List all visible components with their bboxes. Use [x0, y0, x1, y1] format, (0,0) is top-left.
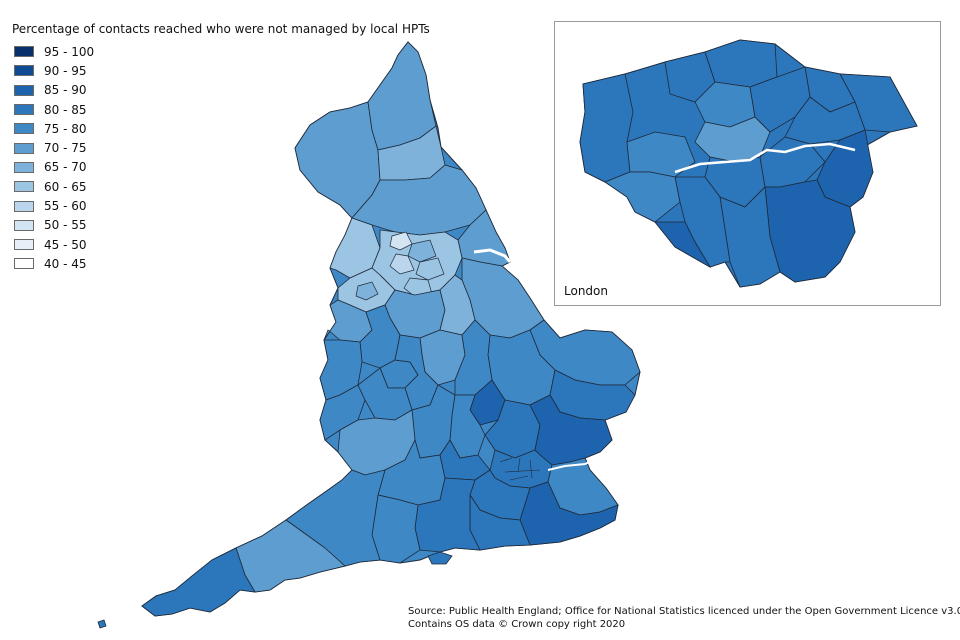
borough-hillingdon	[579, 73, 634, 183]
borough-croydon	[719, 186, 781, 288]
legend-label: 45 - 50	[44, 237, 87, 252]
legend-item: 55 - 60	[14, 196, 94, 215]
legend-swatch	[14, 239, 34, 251]
legend-label: 55 - 60	[44, 199, 87, 214]
legend-label: 85 - 90	[44, 83, 87, 98]
legend-swatch	[14, 46, 34, 58]
legend-swatch	[14, 142, 34, 154]
region-dorset	[371, 494, 421, 564]
legend: 95 - 100 90 - 95 85 - 90 80 - 85 75 - 80 70 -…	[14, 42, 94, 274]
region-leeds	[407, 239, 437, 263]
borough-kingston	[674, 176, 731, 268]
legend-label: 50 - 55	[44, 218, 87, 233]
legend-swatch	[14, 104, 34, 116]
legend-swatch	[14, 123, 34, 135]
borough-sutton	[654, 221, 712, 269]
legend-label: 65 - 70	[44, 160, 87, 175]
legend-item: 60 - 65	[14, 177, 94, 196]
legend-label: 95 - 100	[44, 44, 95, 59]
legend-item: 45 - 50	[14, 235, 94, 254]
thames-estuary	[547, 457, 599, 471]
region-london-boroughs-grid	[499, 457, 541, 481]
humber-estuary	[473, 248, 512, 263]
source-note: Source: Public Health England; Office fo…	[408, 605, 960, 631]
legend-swatch	[14, 161, 34, 173]
region-isles-of-scilly	[97, 619, 107, 629]
borough-enfield	[704, 39, 778, 88]
legend-item: 70 - 75	[14, 138, 94, 157]
region-isle-of-wight	[427, 551, 453, 565]
legend-item: 80 - 85	[14, 100, 94, 119]
legend-label: 60 - 65	[44, 179, 87, 194]
legend-item: 95 - 100	[14, 42, 94, 61]
legend-swatch	[14, 258, 34, 270]
region-bradford	[389, 231, 413, 251]
legend-item: 40 - 45	[14, 254, 94, 273]
region-wakefield	[415, 257, 445, 281]
legend-title: Percentage of contacts reached who were …	[12, 22, 430, 36]
legend-item: 75 - 80	[14, 119, 94, 138]
region-kirklees	[389, 253, 415, 275]
region-lancashire	[329, 217, 381, 279]
london-inset-map	[579, 39, 918, 288]
legend-label: 75 - 80	[44, 121, 87, 136]
legend-label: 90 - 95	[44, 63, 87, 78]
legend-swatch	[14, 219, 34, 231]
legend-label: 80 - 85	[44, 102, 87, 117]
legend-swatch	[14, 84, 34, 96]
london-inset-label: London	[564, 284, 608, 298]
london-inset: London	[554, 21, 941, 306]
legend-item: 65 - 70	[14, 158, 94, 177]
legend-swatch	[14, 181, 34, 193]
legend-swatch	[14, 200, 34, 212]
legend-item: 85 - 90	[14, 81, 94, 100]
region-cornwall	[141, 547, 256, 617]
region-manchester-inner	[355, 281, 379, 301]
legend-label: 40 - 45	[44, 256, 87, 271]
legend-swatch	[14, 65, 34, 77]
source-line-1: Source: Public Health England; Office fo…	[408, 606, 960, 617]
thames-river	[674, 142, 856, 174]
source-line-2: Contains OS data © Crown copy right 2020	[408, 619, 626, 630]
legend-label: 70 - 75	[44, 141, 87, 156]
legend-item: 90 - 95	[14, 61, 94, 80]
legend-item: 50 - 55	[14, 216, 94, 235]
